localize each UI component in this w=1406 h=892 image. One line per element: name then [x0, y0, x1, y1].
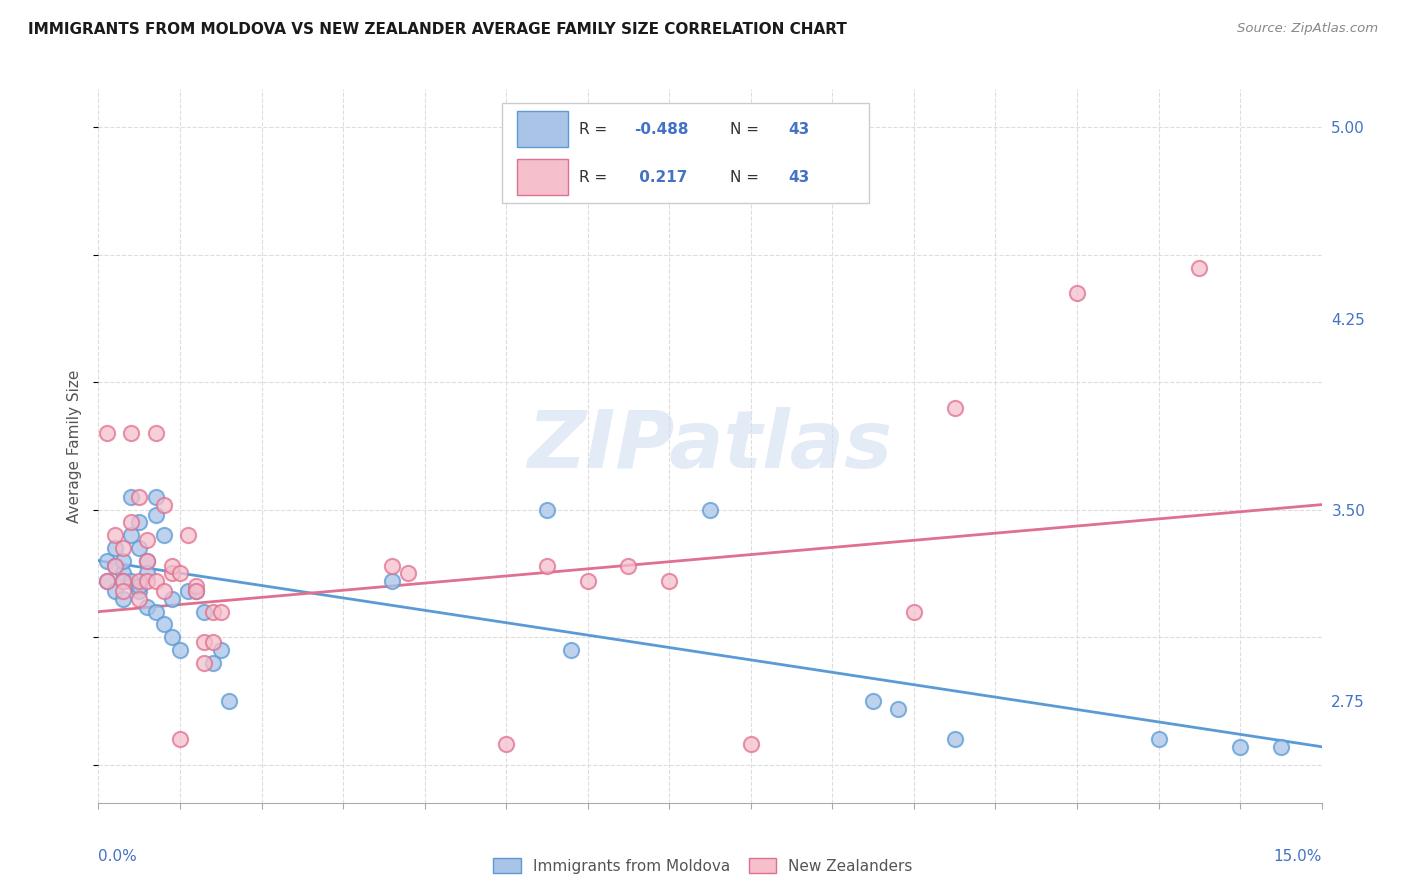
Point	[152, 528, 174, 542]
Text: 0.0%: 0.0%	[98, 849, 138, 863]
Point	[201, 605, 224, 619]
Point	[186, 584, 208, 599]
Point	[658, 574, 681, 588]
Point	[160, 630, 183, 644]
Point	[886, 701, 908, 715]
Point	[136, 533, 159, 548]
Point	[128, 516, 150, 530]
Point	[128, 541, 150, 555]
Point	[1270, 739, 1292, 754]
Point	[96, 574, 118, 588]
Point	[1188, 260, 1211, 275]
Point	[136, 554, 159, 568]
Point	[104, 558, 127, 573]
Point	[209, 643, 232, 657]
Point	[145, 508, 167, 522]
Point	[1147, 732, 1170, 747]
Point	[186, 579, 208, 593]
Text: ZIPatlas: ZIPatlas	[527, 407, 893, 485]
Point	[1066, 286, 1088, 301]
Point	[128, 574, 150, 588]
Point	[160, 558, 183, 573]
Point	[160, 566, 183, 581]
Point	[111, 591, 134, 606]
Point	[120, 574, 142, 588]
Point	[699, 502, 721, 516]
Point	[152, 584, 174, 599]
Point	[96, 574, 118, 588]
Point	[120, 490, 142, 504]
Point	[152, 617, 174, 632]
Point	[128, 490, 150, 504]
Point	[536, 502, 558, 516]
Point	[862, 694, 884, 708]
Point	[576, 574, 599, 588]
Point	[136, 574, 159, 588]
Point	[160, 591, 183, 606]
Point	[193, 605, 215, 619]
Point	[169, 643, 191, 657]
Point	[903, 605, 925, 619]
Point	[169, 566, 191, 581]
Point	[193, 656, 215, 670]
Point	[201, 656, 224, 670]
Point	[1229, 739, 1251, 754]
Point	[111, 566, 134, 581]
Point	[111, 541, 134, 555]
Point	[943, 732, 966, 747]
Legend: Immigrants from Moldova, New Zealanders: Immigrants from Moldova, New Zealanders	[488, 852, 918, 880]
Point	[740, 737, 762, 751]
Point	[96, 426, 118, 441]
Point	[145, 426, 167, 441]
Point	[104, 541, 127, 555]
Point	[536, 558, 558, 573]
Point	[104, 558, 127, 573]
Point	[128, 584, 150, 599]
Text: Source: ZipAtlas.com: Source: ZipAtlas.com	[1237, 22, 1378, 36]
Point	[111, 574, 134, 588]
Point	[96, 554, 118, 568]
Point	[136, 566, 159, 581]
Point	[120, 516, 142, 530]
Point	[495, 737, 517, 751]
Y-axis label: Average Family Size: Average Family Size	[67, 369, 83, 523]
Text: 15.0%: 15.0%	[1274, 849, 1322, 863]
Point	[381, 574, 404, 588]
Point	[111, 554, 134, 568]
Point	[209, 605, 232, 619]
Point	[120, 528, 142, 542]
Point	[177, 584, 200, 599]
Point	[560, 643, 582, 657]
Point	[943, 401, 966, 415]
Point	[381, 558, 404, 573]
Point	[177, 528, 200, 542]
Point	[145, 605, 167, 619]
Point	[104, 584, 127, 599]
Point	[136, 599, 159, 614]
Point	[617, 558, 640, 573]
Point	[218, 694, 240, 708]
Point	[201, 635, 224, 649]
Point	[111, 574, 134, 588]
Point	[169, 732, 191, 747]
Point	[120, 426, 142, 441]
Point	[145, 574, 167, 588]
Point	[186, 584, 208, 599]
Point	[193, 635, 215, 649]
Point	[104, 528, 127, 542]
Point	[145, 490, 167, 504]
Point	[128, 591, 150, 606]
Point	[152, 498, 174, 512]
Point	[111, 584, 134, 599]
Point	[396, 566, 419, 581]
Text: IMMIGRANTS FROM MOLDOVA VS NEW ZEALANDER AVERAGE FAMILY SIZE CORRELATION CHART: IMMIGRANTS FROM MOLDOVA VS NEW ZEALANDER…	[28, 22, 846, 37]
Point	[128, 579, 150, 593]
Point	[136, 554, 159, 568]
